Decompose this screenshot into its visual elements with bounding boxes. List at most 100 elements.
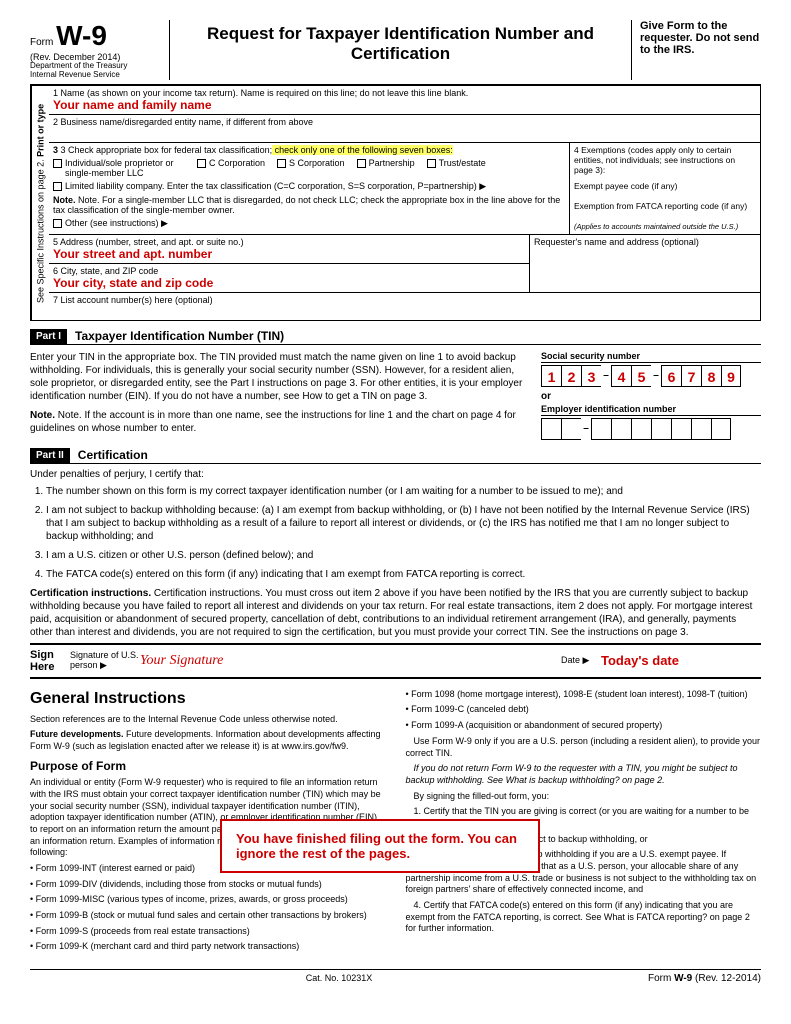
bullet-3: • Form 1099-MISC (various types of incom… <box>30 894 386 906</box>
date-label: Date ▶ <box>561 655 601 666</box>
cert-intro: Under penalties of perjury, I certify th… <box>30 468 761 481</box>
ssn-6[interactable]: 6 <box>661 365 681 387</box>
field-5: 5 Address (number, street, and apt. or s… <box>49 235 529 264</box>
rp1: Use Form W-9 only if you are a U.S. pers… <box>406 736 762 759</box>
cb-other[interactable]: Other (see instructions) ▶ <box>53 218 168 229</box>
signature-of-label: Signature of U.S. person ▶ <box>70 651 140 671</box>
field-5-value[interactable]: Your street and apt. number <box>53 247 525 261</box>
ssn-4[interactable]: 4 <box>611 365 631 387</box>
ein-7[interactable] <box>671 418 691 440</box>
ein-1[interactable] <box>541 418 561 440</box>
field-1: 1 Name (as shown on your income tax retu… <box>49 86 760 115</box>
ein-5[interactable] <box>631 418 651 440</box>
or-text: or <box>541 391 761 402</box>
ssn-3[interactable]: 3 <box>581 365 601 387</box>
cert-item-4: The FATCA code(s) entered on this form (… <box>46 568 761 581</box>
cb-c-corp[interactable]: C Corporation <box>197 158 265 178</box>
field-6-label: 6 City, state, and ZIP code <box>53 266 525 276</box>
part-1-badge: Part I <box>30 329 67 344</box>
header-right: Give Form to the requester. Do not send … <box>631 20 761 80</box>
rbullet-3: • Form 1099-A (acquisition or abandonmen… <box>406 720 762 732</box>
part-1-header: Part I Taxpayer Identification Number (T… <box>30 329 761 345</box>
ssn-1[interactable]: 1 <box>541 365 561 387</box>
ein-8[interactable] <box>691 418 711 440</box>
completion-overlay: You have finished filing out the form. Y… <box>220 819 540 873</box>
checkbox-row-3: Other (see instructions) ▶ <box>53 218 565 229</box>
ein-2[interactable] <box>561 418 581 440</box>
checkbox-row-2: Limited liability company. Enter the tax… <box>53 181 565 192</box>
requester-address: Requester's name and address (optional) <box>530 235 760 292</box>
header-left: Form W-9 (Rev. December 2014) Department… <box>30 20 170 80</box>
inst-p1: Section references are to the Internal R… <box>30 714 386 726</box>
field-1-value[interactable]: Your name and family name <box>53 98 756 112</box>
rbullet-1: • Form 1098 (home mortgage interest), 10… <box>406 689 762 701</box>
form-word: Form <box>30 37 53 48</box>
ssn-sep1: – <box>601 365 611 387</box>
rbullet-2: • Form 1099-C (canceled debt) <box>406 704 762 716</box>
cb-s-corp[interactable]: S Corporation <box>277 158 345 178</box>
ssn-9[interactable]: 9 <box>721 365 741 387</box>
field-4: 4 Exemptions (codes apply only to certai… <box>570 143 760 234</box>
ein-9[interactable] <box>711 418 731 440</box>
field-6-value[interactable]: Your city, state and zip code <box>53 276 525 290</box>
ein-4[interactable] <box>611 418 631 440</box>
rp2: If you do not return Form W-9 to the req… <box>406 763 762 786</box>
field-7-label: 7 List account number(s) here (optional) <box>53 295 756 305</box>
cert-item-2: I am not subject to backup withholding b… <box>46 504 761 543</box>
tin-p2: Note. Note. If the account is in more th… <box>30 409 529 435</box>
exempt-payee: Exempt payee code (if any) <box>574 181 756 191</box>
ein-6[interactable] <box>651 418 671 440</box>
date-value[interactable]: Today's date <box>601 653 761 668</box>
tin-section: Enter your TIN in the appropriate box. T… <box>30 351 761 440</box>
field-3: 3 3 Check appropriate box for federal ta… <box>49 143 570 234</box>
main-fields-block: See Specific Instructions on page 2. Pri… <box>30 86 761 321</box>
signature-value[interactable]: Your Signature <box>140 653 561 669</box>
field-7: 7 List account number(s) here (optional) <box>49 292 760 320</box>
ssn-7[interactable]: 7 <box>681 365 701 387</box>
address-block: 5 Address (number, street, and apt. or s… <box>49 235 530 292</box>
field-4-label: 4 Exemptions (codes apply only to certai… <box>574 145 756 176</box>
cb-trust[interactable]: Trust/estate <box>427 158 486 178</box>
bullet-2: • Form 1099-DIV (dividends, including th… <box>30 879 386 891</box>
field-2-label: 2 Business name/disregarded entity name,… <box>53 117 756 127</box>
ssn-5[interactable]: 5 <box>631 365 651 387</box>
rp7: 4. Certify that FATCA code(s) entered on… <box>406 900 762 935</box>
tin-text: Enter your TIN in the appropriate box. T… <box>30 351 529 440</box>
checkbox-row-1: Individual/sole proprietor or single-mem… <box>53 158 565 178</box>
rp3: By signing the filled-out form, you: <box>406 791 762 803</box>
ssn-2[interactable]: 2 <box>561 365 581 387</box>
cert-instructions: Certification instructions. Certificatio… <box>30 587 761 639</box>
part-2-title: Certification <box>78 448 148 462</box>
header-center: Request for Taxpayer Identification Numb… <box>170 20 631 80</box>
dept2: Internal Revenue Service <box>30 71 161 80</box>
tin-p1: Enter your TIN in the appropriate box. T… <box>30 351 529 403</box>
bullet-4: • Form 1099-B (stock or mutual fund sale… <box>30 910 386 922</box>
ssn-grid[interactable]: 1 2 3 – 4 5 – 6 7 8 9 <box>541 365 761 387</box>
certification-text: Under penalties of perjury, I certify th… <box>30 468 761 581</box>
field-6: 6 City, state, and ZIP code Your city, s… <box>49 264 529 292</box>
part-2-header: Part II Certification <box>30 448 761 464</box>
llc-note: Note. Note. For a single-member LLC that… <box>53 195 565 215</box>
ssn-8[interactable]: 8 <box>701 365 721 387</box>
form-header: Form W-9 (Rev. December 2014) Department… <box>30 20 761 86</box>
ein-grid[interactable]: – <box>541 418 761 440</box>
field-5-label: 5 Address (number, street, and apt. or s… <box>53 237 525 247</box>
form-number: W-9 <box>56 20 107 51</box>
ssn-sep2: – <box>651 365 661 387</box>
bullet-5: • Form 1099-S (proceeds from real estate… <box>30 926 386 938</box>
field-1-label: 1 Name (as shown on your income tax retu… <box>53 88 756 98</box>
cert-item-1: The number shown on this form is my corr… <box>46 485 761 498</box>
fatca-exempt: Exemption from FATCA reporting code (if … <box>574 201 756 211</box>
sidebar-instructions: See Specific Instructions on page 2. Pri… <box>31 86 49 320</box>
cb-llc[interactable]: Limited liability company. Enter the tax… <box>53 181 486 192</box>
row-5-6: 5 Address (number, street, and apt. or s… <box>49 234 760 292</box>
footer-right: Form W-9 (Rev. 12-2014) <box>648 973 761 984</box>
inst-p2: Future developments. Future developments… <box>30 729 386 752</box>
highlight-text: check only one of the following seven bo… <box>272 145 453 155</box>
sidebar-line1: Print or type <box>36 103 46 156</box>
row-3-4: 3 3 Check appropriate box for federal ta… <box>49 143 760 234</box>
cb-individual[interactable]: Individual/sole proprietor or single-mem… <box>53 158 185 178</box>
ein-3[interactable] <box>591 418 611 440</box>
ssn-label: Social security number <box>541 351 761 363</box>
cb-partnership[interactable]: Partnership <box>357 158 415 178</box>
